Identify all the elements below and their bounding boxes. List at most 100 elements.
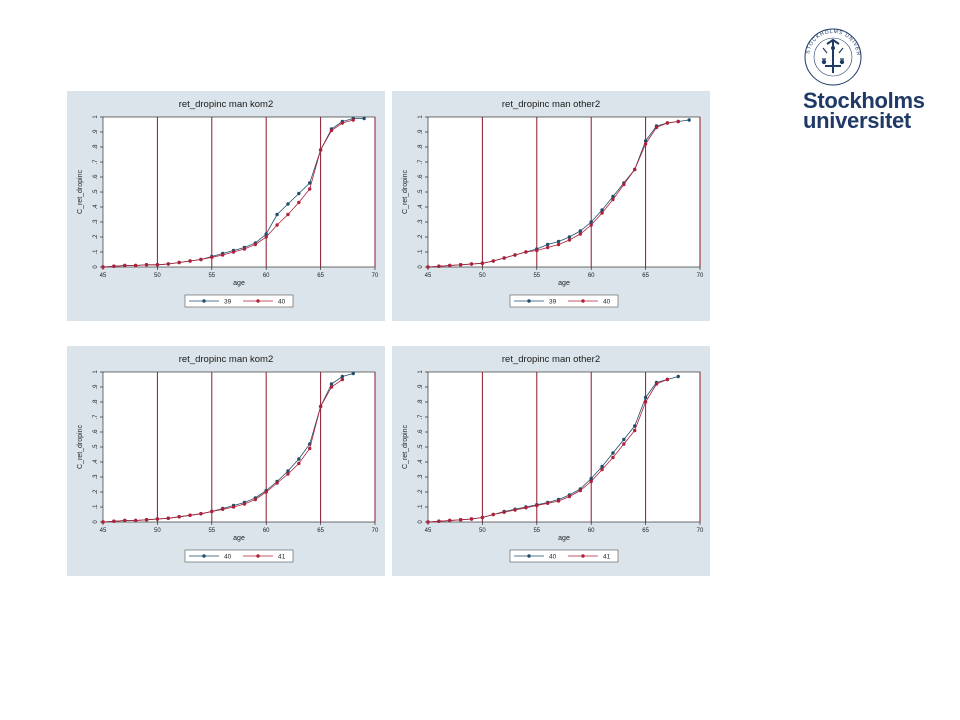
data-point	[611, 451, 615, 455]
data-point	[253, 497, 258, 502]
logo-line1: Stockholms	[803, 88, 925, 113]
data-point	[188, 259, 192, 263]
data-point	[329, 382, 334, 386]
data-point	[155, 517, 160, 521]
data-point	[426, 265, 430, 269]
chart-panel-top-right: ret_dropinc man other2 0 .1 .2 .3 .4 .5 .6 .7 .8.…	[392, 91, 710, 321]
plot-area	[102, 371, 376, 523]
chart-title: ret_dropinc man kom2	[179, 99, 274, 110]
data-point	[535, 248, 539, 253]
y-tick-label: .9	[93, 129, 99, 135]
y-axis-label: C_ret_dropinc	[402, 170, 409, 214]
data-point	[112, 264, 116, 268]
y-tick-label: .3	[93, 474, 99, 480]
data-point	[210, 255, 214, 259]
series-line	[102, 119, 354, 268]
data-point	[437, 519, 441, 523]
data-point	[545, 501, 550, 505]
data-point	[437, 264, 441, 268]
y-tick-label: .9	[418, 384, 424, 390]
y-tick-label: 0	[418, 520, 424, 524]
data-point	[611, 197, 615, 202]
data-point	[210, 509, 214, 514]
data-point	[155, 263, 160, 267]
chart-svg: ret_dropinc man other2 0 .1 .2 .3 .4 .5 .6 .7 .8.…	[402, 354, 704, 563]
x-tick-label: 50	[154, 528, 161, 534]
data-point	[329, 385, 334, 389]
y-tick-label: .4	[418, 459, 424, 465]
data-point	[480, 515, 485, 520]
data-point	[600, 467, 604, 472]
data-point	[654, 382, 659, 386]
y-tick-label: .8	[418, 399, 424, 405]
legend-marker	[527, 554, 531, 558]
data-point	[329, 128, 334, 133]
y-tick-label: .3	[418, 474, 424, 480]
data-point	[123, 263, 127, 268]
data-point	[469, 517, 474, 521]
data-point	[676, 119, 680, 124]
data-point	[513, 253, 517, 257]
data-point	[556, 239, 561, 244]
data-point	[622, 442, 626, 446]
data-point	[611, 194, 615, 199]
data-point	[297, 461, 301, 466]
x-tick-label: 45	[425, 528, 432, 534]
y-tick-label: .4	[418, 204, 424, 210]
data-point	[286, 472, 290, 476]
legend-label: 41	[278, 553, 286, 560]
y-tick-label: .1	[418, 249, 424, 255]
y-tick-label: 1	[93, 115, 99, 119]
legend-label: 40	[549, 553, 557, 560]
legend-label: 40	[224, 553, 232, 560]
y-tick-label: .5	[418, 189, 424, 195]
legend-label: 40	[603, 298, 611, 305]
y-tick-label: .3	[418, 219, 424, 225]
y-axis-label: C_ret_dropinc	[77, 170, 84, 214]
legend-marker	[527, 299, 531, 303]
data-point	[633, 424, 637, 428]
university-seal-icon: STOCKHOLMS UNIVERSITET	[801, 26, 862, 86]
legend	[184, 549, 294, 563]
x-tick-label: 55	[208, 273, 215, 279]
chart-svg: ret_dropinc man kom2 0 .1 .2 .3 .4 .5 .6 .7 .8 .9 1…	[77, 99, 379, 308]
data-point	[545, 245, 550, 250]
data-point	[491, 259, 495, 263]
legend-marker	[581, 554, 585, 558]
data-point	[308, 181, 312, 185]
x-tick-label: 55	[533, 273, 540, 279]
data-point	[643, 142, 648, 146]
data-point	[351, 371, 355, 376]
y-tick-label: .4	[93, 459, 99, 465]
x-tick-label: 60	[588, 528, 595, 534]
data-point	[199, 512, 203, 516]
data-point	[556, 242, 561, 247]
x-tick-label: 65	[642, 273, 649, 279]
y-tick-label: .2	[418, 234, 424, 240]
x-tick-label: 55	[533, 528, 540, 534]
data-point	[458, 518, 463, 522]
y-tick-label: .2	[93, 489, 99, 495]
y-tick-label: .1	[418, 504, 424, 510]
data-point	[133, 263, 138, 268]
chart-svg: ret_dropinc man other2 0 .1 .2 .3 .4 .5 .6 .7 .8.…	[402, 99, 704, 308]
data-point	[502, 510, 506, 514]
data-point	[275, 212, 279, 217]
y-tick-label: .8	[93, 399, 99, 405]
logo-line2: universitet	[803, 108, 911, 133]
data-point	[231, 250, 236, 254]
y-tick-label: .9	[93, 384, 99, 390]
data-point	[513, 508, 517, 512]
data-point	[458, 263, 463, 267]
y-tick-label: .9	[418, 129, 424, 135]
y-tick-label: .2	[418, 489, 424, 495]
x-tick-label: 45	[425, 273, 432, 279]
data-point	[589, 479, 593, 484]
x-tick-label: 70	[697, 528, 704, 534]
x-tick-label: 60	[588, 273, 595, 279]
x-tick-label: 60	[263, 273, 270, 279]
data-point	[253, 242, 258, 247]
data-point	[633, 428, 637, 433]
y-tick-label: .4	[93, 204, 99, 210]
data-point	[177, 515, 181, 519]
